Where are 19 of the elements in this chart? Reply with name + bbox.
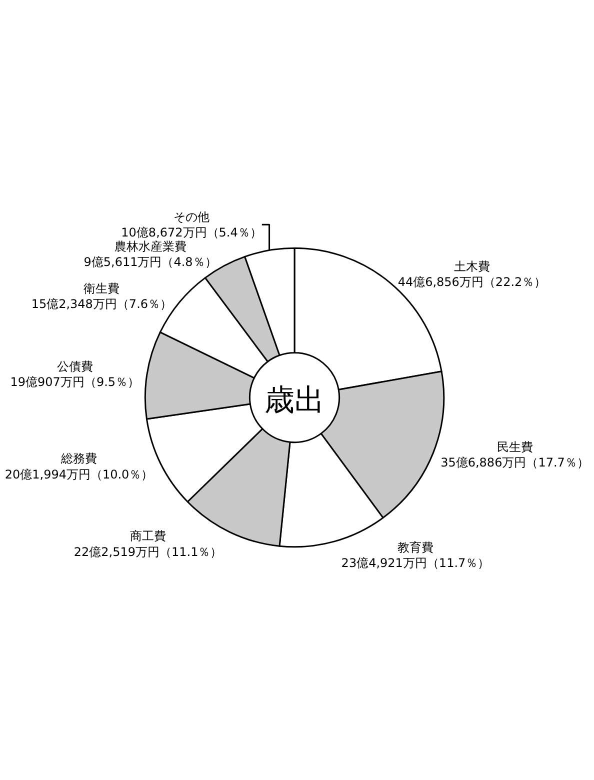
slice-label: 公債費 bbox=[56, 359, 93, 374]
data-label: 44億6,856万円（22.2％） bbox=[398, 275, 546, 290]
data-label: 19億907万円（9.5％） bbox=[10, 375, 140, 390]
data-label: 23億4,921万円（11.7％） bbox=[341, 556, 490, 570]
data-label: 9億5,611万円（4.8％） bbox=[84, 255, 217, 270]
data-label: 15億2,348万円（7.6％） bbox=[31, 297, 172, 312]
data-label: 10億8,672万円（5.4％） bbox=[121, 225, 262, 240]
slice-label: 衛生費 bbox=[84, 281, 120, 296]
slice-label: 民生費 bbox=[496, 440, 533, 454]
slice-label: 商工費 bbox=[130, 529, 166, 544]
slice-label: 農林水産業費 bbox=[114, 239, 186, 254]
slice-label: 教育費 bbox=[397, 540, 434, 555]
text: 歳出 bbox=[264, 383, 324, 418]
slice-label: その他 bbox=[174, 210, 210, 224]
slice-label: 土木費 bbox=[454, 260, 490, 274]
data-label: 20億1,994万円（10.0％） bbox=[4, 467, 154, 482]
slice-label: 総務費 bbox=[60, 452, 98, 466]
data-label: 22億2,519万円（11.1％） bbox=[74, 544, 222, 559]
data-label: 35億6,886万円（17.7％） bbox=[440, 456, 589, 470]
